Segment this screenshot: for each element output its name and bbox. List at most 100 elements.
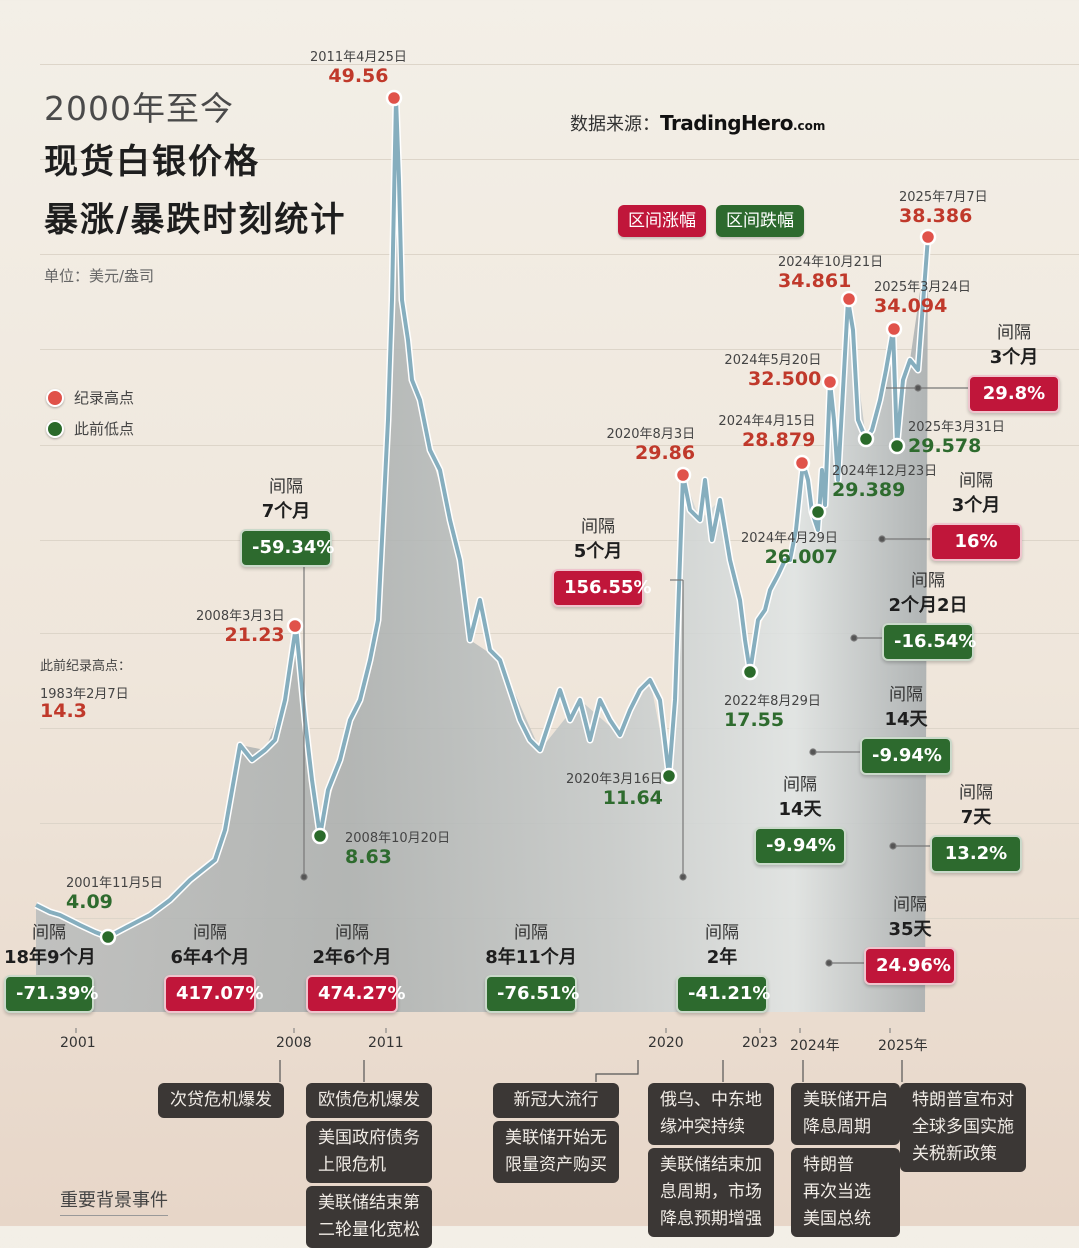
interval-annotation: 间隔 2个月2日 -16.54% xyxy=(882,566,976,661)
grid-line xyxy=(40,159,1079,160)
data-source: 数据来源：TradingHero.com xyxy=(570,110,825,136)
change-badge: -16.54% xyxy=(882,623,976,661)
chart-subtitle: 2000年至今 xyxy=(44,89,234,128)
point-date: 2008年3月3日 xyxy=(196,609,285,624)
low-dot xyxy=(857,430,875,448)
point-value: 29.578 xyxy=(908,435,982,457)
point-label: 2020年8月3日 29.86 xyxy=(603,423,695,464)
point-label: 2011年4月25日 49.56 xyxy=(310,46,407,87)
point-date: 2008年10月20日 xyxy=(345,831,451,846)
events-title: 重要背景事件 xyxy=(60,1186,168,1216)
point-value: 34.861 xyxy=(778,270,852,292)
point-date: 2001年11月5日 xyxy=(66,876,163,891)
chart-title-line1: 现货白银价格 xyxy=(44,142,260,182)
interval-label: 间隔 xyxy=(193,923,227,943)
high-dot xyxy=(286,617,304,635)
interval-annotation: 间隔 7个月 -59.34% xyxy=(240,472,334,567)
event-box: 俄乌、中东地 缘冲突持续 xyxy=(648,1083,774,1145)
event-group: 俄乌、中东地 缘冲突持续 美联储结束加 息周期，市场 降息预期增强 xyxy=(648,1083,774,1237)
interval-annotation: 间隔 35天 24.96% xyxy=(864,890,956,985)
change-badge: 13.2% xyxy=(930,835,1022,873)
point-value: 29.86 xyxy=(635,442,696,464)
high-dot xyxy=(385,89,403,107)
x-tick-label: 2011 xyxy=(368,1035,404,1051)
point-label: 2024年5月20日 32.500 xyxy=(724,349,821,390)
interval-label: 间隔 xyxy=(32,923,66,943)
interval-annotation: 间隔 8年11个月 -76.51% xyxy=(485,918,579,1013)
point-label: 2022年8月29日 17.55 xyxy=(724,690,821,731)
interval-annotation: 间隔 3个月 16% xyxy=(930,466,1022,561)
event-group: 新冠大流行 美联储开始无 限量资产购买 xyxy=(493,1083,619,1183)
change-badge: -41.21% xyxy=(676,975,770,1013)
x-tick-label: 2023 xyxy=(742,1035,778,1051)
interval-label: 间隔 xyxy=(959,471,993,491)
interval-duration: 2年6个月 xyxy=(312,947,392,968)
change-badge: -9.94% xyxy=(860,737,952,775)
point-value: 4.09 xyxy=(66,891,113,913)
interval-label: 间隔 xyxy=(911,571,945,591)
point-label: 2001年11月5日 4.09 xyxy=(66,872,163,913)
source-label: 数据来源： xyxy=(570,114,660,135)
change-badge: 417.07% xyxy=(164,975,264,1013)
prior-record-label: 此前纪录高点： xyxy=(40,659,132,674)
change-badge: -71.39% xyxy=(4,975,98,1013)
interval-annotation: 间隔 18年9个月 -71.39% xyxy=(4,918,98,1013)
source-domain: .com xyxy=(792,119,826,133)
point-date: 2022年8月29日 xyxy=(724,694,821,709)
point-value: 11.64 xyxy=(602,787,663,809)
change-badge: 16% xyxy=(930,523,1022,561)
interval-label: 间隔 xyxy=(959,783,993,803)
high-dot xyxy=(674,466,692,484)
interval-annotation: 间隔 2年6个月 474.27% xyxy=(306,918,406,1013)
grid-line xyxy=(40,445,1079,446)
event-box: 美联储结束加 息周期，市场 降息预期增强 xyxy=(648,1148,774,1237)
interval-duration: 5个月 xyxy=(573,541,623,562)
interval-annotation: 间隔 3个月 29.8% xyxy=(968,318,1060,413)
prior-record-value: 14.3 xyxy=(40,700,87,722)
grid-line xyxy=(40,540,1079,541)
grid-line xyxy=(40,254,1079,255)
low-dot xyxy=(660,767,678,785)
interval-label: 间隔 xyxy=(705,923,739,943)
high-dot xyxy=(793,454,811,472)
interval-label: 间隔 xyxy=(581,517,615,537)
point-value: 26.007 xyxy=(764,546,838,568)
interval-label: 间隔 xyxy=(335,923,369,943)
point-label: 2008年10月20日 8.63 xyxy=(345,827,450,868)
prior-record-date: 1983年2月7日 xyxy=(40,687,129,702)
interval-annotation: 间隔 7天 13.2% xyxy=(930,778,1022,873)
x-tick-label: 2001 xyxy=(60,1035,96,1051)
interval-duration: 14天 xyxy=(778,799,822,820)
interval-label: 间隔 xyxy=(893,895,927,915)
point-label: 2024年4月29日 26.007 xyxy=(741,527,838,568)
interval-duration: 7个月 xyxy=(261,501,311,522)
point-label: 2024年10月21日 34.861 xyxy=(778,251,883,292)
interval-annotation: 间隔 14天 -9.94% xyxy=(860,680,952,775)
change-badge: -76.51% xyxy=(485,975,579,1013)
point-label: 2024年12月23日 29.389 xyxy=(832,460,937,501)
point-value: 28.879 xyxy=(742,429,816,451)
interval-duration: 8年11个月 xyxy=(485,947,577,968)
point-value: 38.386 xyxy=(899,205,973,227)
legend-high-label: 纪录高点 xyxy=(74,389,135,407)
event-box: 美联储开启 降息周期 xyxy=(791,1083,900,1145)
x-tick-label: 2025年 xyxy=(878,1038,928,1054)
event-box: 美联储开始无 限量资产购买 xyxy=(493,1121,619,1183)
interval-annotation: 间隔 14天 -9.94% xyxy=(754,770,846,865)
high-dot xyxy=(885,320,903,338)
event-group: 特朗普宣布对 全球多国实施 关税新政策 xyxy=(900,1083,1026,1172)
x-tick-label: 2020 xyxy=(648,1035,684,1051)
interval-label: 间隔 xyxy=(514,923,548,943)
point-date: 2025年7月7日 xyxy=(899,190,988,205)
unit-label: 单位：美元/盎司 xyxy=(44,267,155,285)
interval-label: 间隔 xyxy=(889,685,923,705)
price-area-fill xyxy=(36,98,928,1012)
point-date: 2025年3月31日 xyxy=(908,420,1005,435)
legend-low: 此前低点 xyxy=(46,418,134,439)
green-dot-icon xyxy=(46,419,64,438)
event-group: 美联储开启 降息周期 特朗普 再次当选 美国总统 xyxy=(791,1083,900,1237)
interval-annotation: 间隔 6年4个月 417.07% xyxy=(164,918,264,1013)
event-box: 美国政府债务 上限危机 xyxy=(306,1121,432,1183)
point-label: 2025年3月24日 34.094 xyxy=(874,276,971,317)
